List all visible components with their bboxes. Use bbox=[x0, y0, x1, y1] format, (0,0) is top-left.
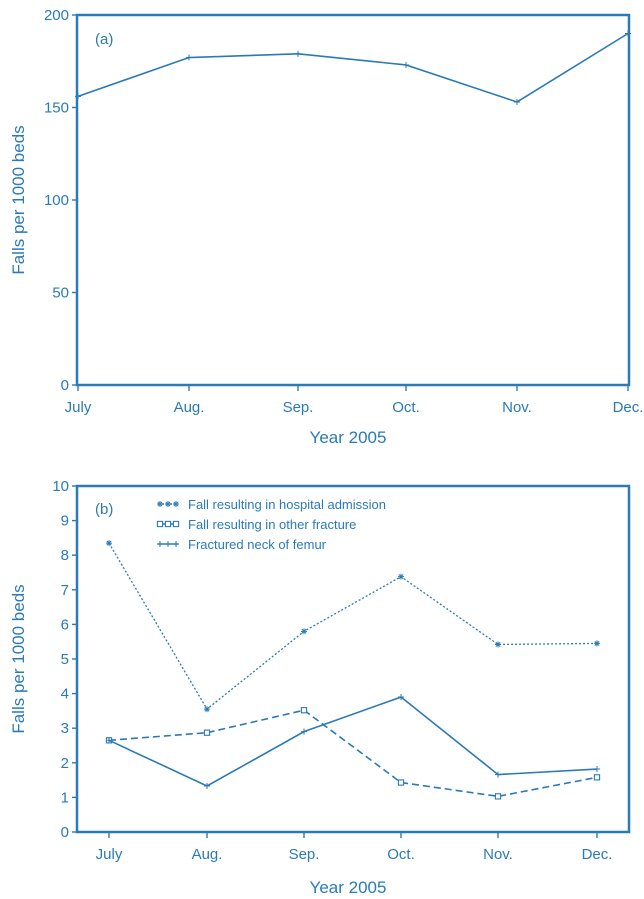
data-point bbox=[398, 573, 404, 580]
panel-label: (b) bbox=[95, 501, 113, 518]
data-point bbox=[514, 98, 520, 105]
y-tick-label: 50 bbox=[52, 285, 69, 302]
x-tick-label: Aug. bbox=[192, 846, 223, 863]
legend-label: Fall resulting in other fracture bbox=[188, 517, 356, 532]
data-point bbox=[75, 93, 81, 100]
x-tick-label: July bbox=[96, 846, 123, 863]
legend-marker bbox=[164, 520, 172, 528]
legend-marker bbox=[157, 541, 163, 547]
data-point bbox=[593, 774, 601, 781]
data-point bbox=[397, 779, 405, 786]
x-tick-label: Sep. bbox=[289, 846, 320, 863]
data-point bbox=[301, 628, 307, 635]
plot-frame bbox=[75, 13, 631, 387]
y-tick-label: 1 bbox=[61, 789, 69, 806]
series-line bbox=[77, 32, 629, 103]
y-tick-label: 0 bbox=[61, 377, 69, 394]
legend-marker bbox=[173, 541, 179, 547]
panel-label: (a) bbox=[95, 31, 113, 48]
series-line bbox=[75, 30, 631, 105]
y-axis-title: Falls per 1000 beds bbox=[9, 584, 28, 733]
y-tick-label: 2 bbox=[61, 755, 69, 772]
y-tick-label: 150 bbox=[44, 100, 69, 117]
legend-marker bbox=[157, 501, 163, 507]
data-point bbox=[494, 793, 502, 800]
y-tick-label: 3 bbox=[61, 720, 69, 737]
data-point bbox=[204, 782, 210, 789]
series-fractured-neck-of-femur bbox=[106, 694, 600, 789]
x-tick-label: Dec. bbox=[582, 846, 613, 863]
series-fall-resulting-in-other-fracture bbox=[105, 707, 601, 800]
data-point bbox=[495, 771, 501, 778]
x-tick-label: Sep. bbox=[283, 399, 314, 416]
y-tick-label: 6 bbox=[61, 616, 69, 633]
y-tick-label: 4 bbox=[61, 686, 69, 703]
y-axis-title: Falls per 1000 beds bbox=[9, 125, 28, 274]
data-point bbox=[300, 707, 308, 714]
chart-panel-a: 0 50 100 150 200 July Aug. Sep. Oct. Nov. Dec. Year… bbox=[9, 7, 643, 447]
data-point bbox=[106, 540, 112, 547]
series-line bbox=[108, 709, 598, 798]
x-tick-label: Aug. bbox=[174, 399, 205, 416]
y-tick-label: 9 bbox=[61, 513, 69, 530]
series-fall-resulting-in-hospital-admission bbox=[106, 540, 600, 713]
legend-label: Fractured neck of femur bbox=[188, 537, 327, 552]
data-point bbox=[403, 61, 409, 68]
legend-marker bbox=[156, 520, 164, 528]
data-point bbox=[295, 50, 301, 57]
legend-label: Fall resulting in hospital admission bbox=[188, 497, 386, 512]
legend-marker bbox=[173, 501, 179, 507]
data-point bbox=[594, 640, 600, 647]
legend-marker bbox=[172, 520, 180, 528]
data-point bbox=[495, 641, 501, 648]
data-point bbox=[301, 728, 307, 735]
y-tick-label: 8 bbox=[61, 547, 69, 564]
y-tick-label: 0 bbox=[61, 824, 69, 841]
legend-marker bbox=[165, 501, 171, 507]
data-point bbox=[186, 54, 192, 61]
data-point bbox=[204, 706, 210, 713]
y-tick-label: 7 bbox=[61, 582, 69, 599]
data-point bbox=[106, 737, 112, 744]
data-point bbox=[203, 729, 211, 736]
data-point bbox=[625, 30, 631, 37]
y-tick-label: 5 bbox=[61, 651, 69, 668]
x-tick-label: Nov. bbox=[502, 399, 532, 416]
plot-frame bbox=[75, 484, 631, 834]
x-tick-label: Oct. bbox=[387, 846, 415, 863]
y-tick-label: 200 bbox=[44, 7, 69, 24]
y-tick-label: 100 bbox=[44, 192, 69, 209]
x-axis-title: Year 2005 bbox=[310, 428, 387, 447]
legend-marker bbox=[165, 541, 171, 547]
x-tick-label: Dec. bbox=[613, 399, 644, 416]
series-line bbox=[108, 696, 598, 787]
x-tick-label: Oct. bbox=[392, 399, 420, 416]
data-point bbox=[594, 766, 600, 773]
x-tick-label: July bbox=[65, 399, 92, 416]
x-tick-label: Nov. bbox=[483, 846, 513, 863]
x-axis-title: Year 2005 bbox=[310, 878, 387, 897]
chart-panel-b: 0 1 2 3 4 5 6 7 8 9 10 July Aug. Sep. Oct. Nov. Dec. Year… bbox=[9, 478, 631, 897]
legend: Fall resulting in hospital admission Fall… bbox=[156, 497, 386, 552]
series-line bbox=[108, 542, 598, 711]
y-tick-label: 10 bbox=[52, 478, 69, 495]
data-point bbox=[398, 694, 404, 701]
